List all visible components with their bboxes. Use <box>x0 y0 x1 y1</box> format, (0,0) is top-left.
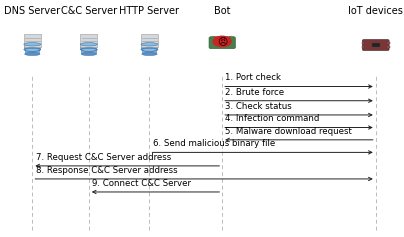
Text: Bot: Bot <box>214 6 230 16</box>
Ellipse shape <box>142 48 157 51</box>
Text: HTTP Server: HTTP Server <box>120 6 179 16</box>
Ellipse shape <box>80 43 97 46</box>
FancyBboxPatch shape <box>362 40 389 50</box>
Bar <box>362 42 364 44</box>
Text: 😠: 😠 <box>217 36 227 46</box>
Text: 9. Connect C&C Server: 9. Connect C&C Server <box>92 179 191 188</box>
FancyBboxPatch shape <box>80 44 97 50</box>
Text: 5. Malware download request: 5. Malware download request <box>225 127 352 136</box>
Ellipse shape <box>24 43 41 46</box>
Ellipse shape <box>25 48 40 51</box>
FancyBboxPatch shape <box>24 44 41 50</box>
Bar <box>387 42 390 44</box>
Polygon shape <box>225 36 232 38</box>
Ellipse shape <box>81 48 97 51</box>
FancyBboxPatch shape <box>142 50 157 54</box>
Text: DNS Server: DNS Server <box>4 6 60 16</box>
Ellipse shape <box>25 53 40 55</box>
FancyBboxPatch shape <box>141 44 158 50</box>
Text: 3. Check status: 3. Check status <box>225 102 292 111</box>
FancyBboxPatch shape <box>209 37 235 49</box>
Circle shape <box>213 36 231 47</box>
FancyBboxPatch shape <box>25 50 40 54</box>
Text: 6. Send malicious binary file: 6. Send malicious binary file <box>153 139 275 148</box>
Ellipse shape <box>80 48 97 51</box>
Ellipse shape <box>141 43 158 46</box>
Text: C&C Server: C&C Server <box>61 6 117 16</box>
Text: 7. Request C&C Server address: 7. Request C&C Server address <box>36 153 171 162</box>
FancyBboxPatch shape <box>81 50 97 54</box>
FancyBboxPatch shape <box>80 34 97 47</box>
Ellipse shape <box>141 48 158 51</box>
FancyBboxPatch shape <box>141 34 158 47</box>
Text: 8. Response C&C Server address: 8. Response C&C Server address <box>36 166 177 175</box>
Text: 4. Infection command: 4. Infection command <box>225 114 320 123</box>
Text: IoT devices: IoT devices <box>348 6 403 16</box>
Polygon shape <box>213 36 219 38</box>
Text: 2. Brute force: 2. Brute force <box>225 88 284 97</box>
Ellipse shape <box>24 48 41 51</box>
Ellipse shape <box>142 53 157 55</box>
Ellipse shape <box>81 53 97 55</box>
Bar <box>372 43 380 47</box>
FancyBboxPatch shape <box>24 34 41 47</box>
Bar <box>387 46 390 48</box>
Text: 1. Port check: 1. Port check <box>225 73 282 82</box>
Bar <box>362 46 364 48</box>
